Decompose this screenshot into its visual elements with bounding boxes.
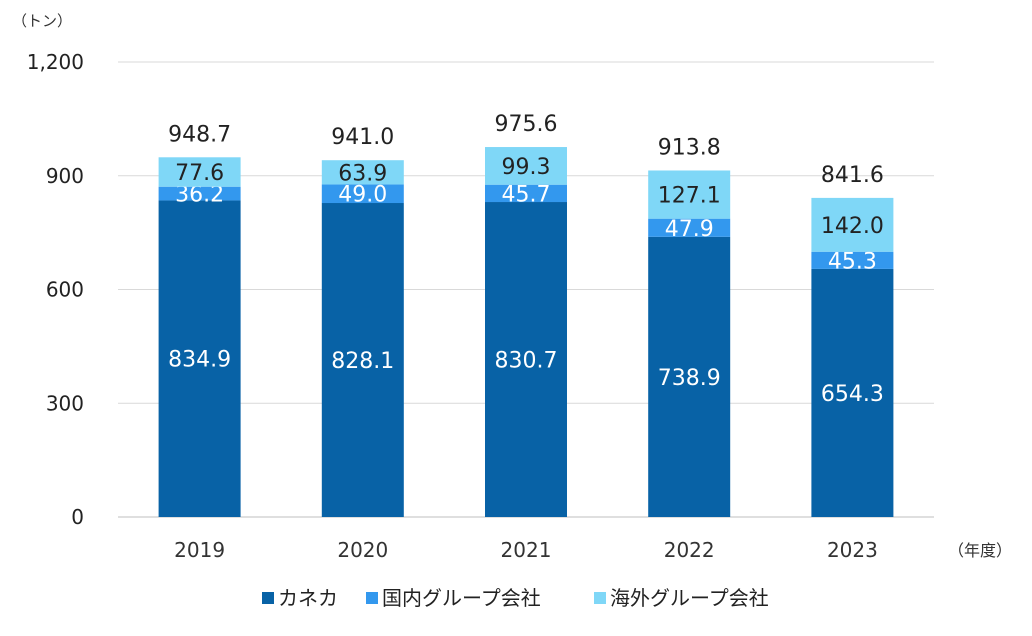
- legend-item: 海外グループ会社: [594, 586, 769, 610]
- legend-label: 海外グループ会社: [610, 586, 769, 610]
- y-tick-label: 900: [46, 164, 84, 188]
- y-tick-label: 1,200: [27, 50, 84, 74]
- bar-segment: [648, 170, 731, 219]
- x-category-label: 2022: [664, 538, 715, 562]
- bar-segment: [811, 197, 894, 252]
- y-axis-ticks: 0 300 600 900 1,200: [27, 50, 84, 529]
- bar-stack-2020: 828.1 49.063.9 941.0: [321, 125, 404, 517]
- segment-value-label: 99.3: [502, 155, 551, 180]
- y-tick-label: 600: [46, 278, 84, 302]
- legend-label: 国内グループ会社: [382, 586, 541, 610]
- bar-segment: [321, 160, 404, 185]
- y-tick-label: 300: [46, 391, 84, 415]
- total-value-label: 841.6: [821, 163, 884, 188]
- y-tick-label: 0: [71, 505, 84, 529]
- legend-item: 国内グループ会社: [366, 586, 541, 610]
- legend-swatch: [366, 592, 378, 604]
- segment-value-label: 654.3: [821, 382, 884, 407]
- segment-value-label: 49.0: [338, 183, 387, 208]
- legend-item: カネカ: [262, 586, 338, 610]
- x-category-label: 2019: [174, 538, 225, 562]
- x-category-label: 2023: [827, 538, 878, 562]
- segment-value-label: 830.7: [495, 349, 558, 374]
- bar-segment: [158, 186, 241, 201]
- legend-label: カネカ: [278, 586, 338, 610]
- bar-stack-2019: 834.9 36.277.6 948.7: [158, 122, 241, 517]
- bar-segment: [485, 147, 567, 185]
- segment-value-label: 127.1: [658, 184, 721, 209]
- segment-value-label: 45.3: [828, 249, 877, 274]
- bar-segment: [648, 218, 731, 237]
- bar-stack-2023: 654.3 45.3 142.0 841.6: [811, 163, 894, 517]
- bar-segment: [811, 251, 894, 269]
- x-category-label: 2020: [337, 538, 388, 562]
- bar-segment: [158, 200, 241, 517]
- x-axis-labels: 2019 2020 2021 2022 2023: [174, 538, 878, 562]
- segment-value-label: 77.6: [175, 161, 224, 186]
- bar-stack-2021: 830.7 45.799.3 975.6: [485, 112, 567, 517]
- total-value-label: 941.0: [331, 125, 394, 150]
- bar-segment: [648, 236, 731, 518]
- legend: カネカ 国内グループ会社 海外グループ会社: [262, 586, 769, 610]
- bar-segment: [485, 202, 567, 517]
- bar-segment: [485, 184, 567, 203]
- total-value-label: 975.6: [495, 112, 558, 137]
- total-value-label: 913.8: [658, 135, 721, 160]
- bar-segment: [811, 268, 894, 517]
- legend-swatch: [262, 592, 274, 604]
- segment-value-label: 738.9: [658, 366, 721, 391]
- legend-swatch: [594, 592, 606, 604]
- segment-value-label: 63.9: [338, 161, 387, 186]
- bar-segment: [321, 184, 404, 204]
- segment-value-label: 45.7: [502, 182, 551, 207]
- y-axis-unit-label: （トン）: [12, 12, 72, 30]
- bar-stack-2022: 738.9 47.9 127.1 913.8: [648, 135, 731, 518]
- bar-segment: [321, 203, 404, 517]
- segment-value-label: 36.2: [175, 183, 224, 208]
- segment-value-label: 47.9: [665, 217, 714, 242]
- segment-value-label: 834.9: [168, 348, 231, 373]
- x-axis-unit-label: （年度）: [948, 541, 1012, 560]
- bars: 834.9 36.277.6 948.7 828.1 49.063.9 941.0 830.…: [158, 112, 894, 518]
- segment-value-label: 142.0: [821, 214, 884, 239]
- total-value-label: 948.7: [168, 122, 231, 147]
- x-category-label: 2021: [501, 538, 552, 562]
- bar-segment: [158, 157, 241, 187]
- segment-value-label: 828.1: [331, 349, 394, 374]
